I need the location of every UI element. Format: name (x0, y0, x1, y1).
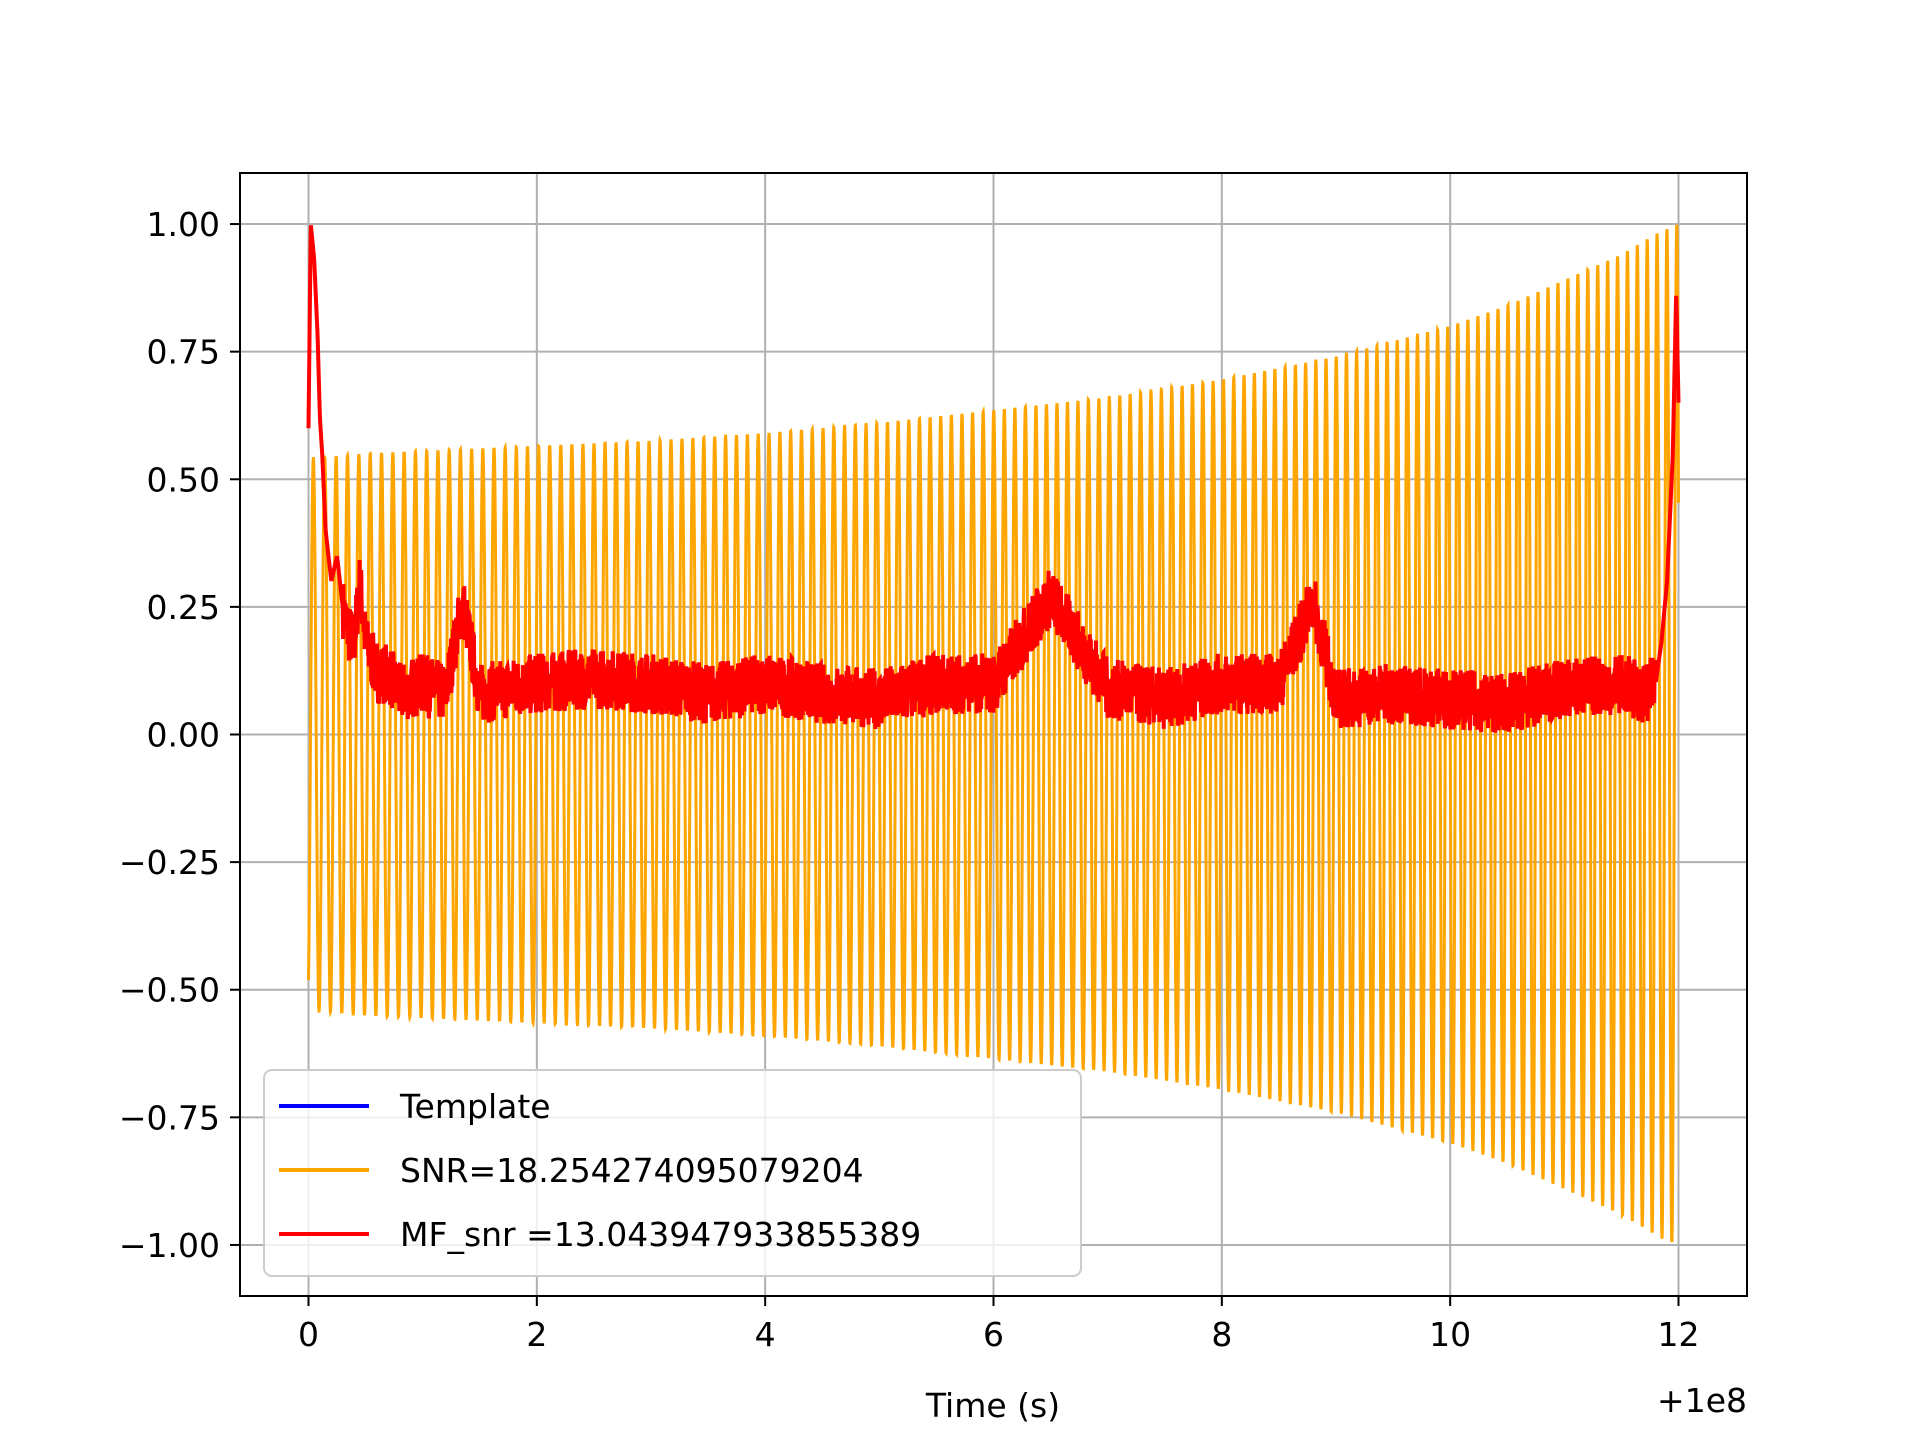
x-axis-label: Time (s) (925, 1386, 1060, 1425)
y-tick-label: −0.25 (119, 843, 220, 882)
y-tick-label: −0.75 (119, 1098, 220, 1137)
x-axis: 0 2 4 6 8 10 12 (298, 1296, 1700, 1354)
y-tick-label: 0.25 (147, 588, 220, 627)
y-tick-label: 0.75 (147, 333, 220, 372)
y-axis: 1.00 0.75 0.50 0.25 0.00 −0.25 −0.50 −0.75 −1.00 (119, 205, 240, 1265)
x-tick-label: 0 (298, 1315, 319, 1354)
x-tick-label: 4 (755, 1315, 776, 1354)
x-tick-label: 6 (983, 1315, 1004, 1354)
x-tick-label: 2 (526, 1315, 547, 1354)
y-tick-label: 0.50 (147, 460, 220, 499)
y-tick-label: −0.50 (119, 971, 220, 1010)
legend-label-mf-snr: MF_snr =13.043947933855389 (400, 1215, 921, 1254)
x-offset-label: +1e8 (1657, 1381, 1747, 1420)
y-tick-label: −1.00 (119, 1226, 220, 1265)
y-tick-label: 1.00 (147, 205, 220, 244)
x-tick-label: 12 (1658, 1315, 1700, 1354)
legend: Template SNR=18.254274095079204 MF_snr =… (263, 1069, 1082, 1277)
x-tick-label: 10 (1429, 1315, 1471, 1354)
legend-label-snr: SNR=18.254274095079204 (400, 1151, 864, 1190)
x-tick-label: 8 (1211, 1315, 1232, 1354)
y-tick-label: 0.00 (147, 716, 220, 755)
legend-label-template: Template (399, 1087, 551, 1126)
mf-snr-series-line (306, 225, 1681, 733)
legend-box (263, 1069, 1082, 1277)
series-layer (306, 224, 1681, 1243)
